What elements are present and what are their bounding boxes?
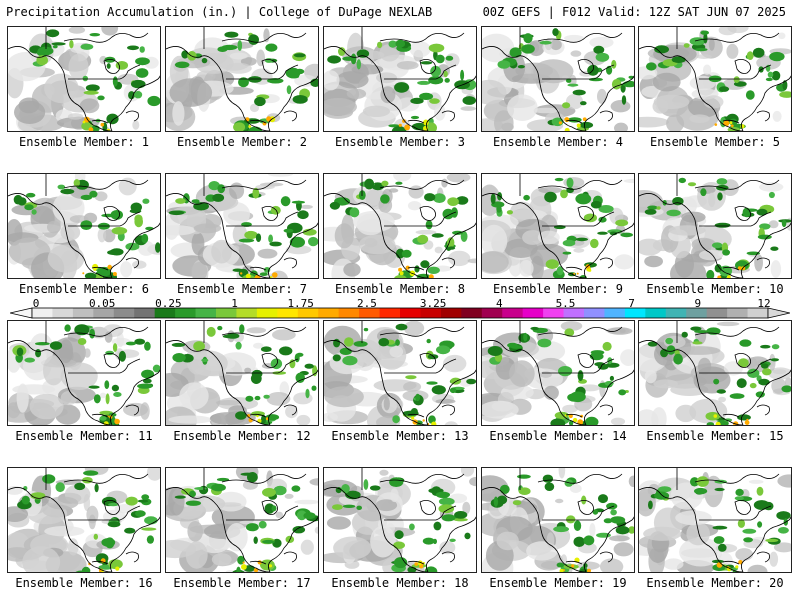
ensemble-member-map — [165, 467, 319, 573]
colorbar-segment — [359, 308, 380, 318]
ensemble-member-map — [165, 320, 319, 426]
ensemble-member-map — [323, 320, 477, 426]
ensemble-member-map — [638, 173, 792, 279]
ensemble-member-map — [7, 320, 161, 426]
colorbar-segment — [747, 308, 769, 318]
ensemble-member-label: Ensemble Member: 1 — [18, 135, 150, 149]
run-info: 00Z GEFS | F012 Valid: 12Z SAT JUN 07 20… — [482, 5, 786, 19]
colorbar-tick-label: 3.25 — [419, 297, 447, 310]
ensemble-member-map — [165, 26, 319, 132]
colorbar-segment — [440, 308, 462, 318]
ensemble-member-label: Ensemble Member: 6 — [18, 282, 150, 296]
colorbar-segment — [522, 308, 544, 318]
colorbar-segment — [420, 308, 442, 318]
colorbar-segment — [93, 308, 115, 318]
colorbar-right-arrow — [767, 307, 790, 319]
ensemble-member-map — [481, 320, 635, 426]
ensemble-member-label: Ensemble Member: 16 — [15, 576, 153, 590]
ensemble-member-label: Ensemble Member: 4 — [492, 135, 624, 149]
ensemble-member-map — [323, 467, 477, 573]
ensemble-member-label: Ensemble Member: 20 — [646, 576, 784, 590]
ensemble-member-map — [7, 467, 161, 573]
colorbar-segment — [216, 308, 237, 318]
colorbar-segment — [134, 308, 156, 318]
ensemble-member-map — [323, 173, 477, 279]
colorbar-segment — [32, 308, 53, 318]
colorbar-segment — [502, 308, 524, 318]
ensemble-member-label: Ensemble Member: 13 — [331, 429, 469, 443]
ensemble-member-label: Ensemble Member: 17 — [173, 576, 311, 590]
ensemble-member-label: Ensemble Member: 18 — [331, 576, 469, 590]
map-title: Precipitation Accumulation (in.) | Colle… — [6, 5, 433, 19]
colorbar-tick-label: 0.05 — [88, 297, 116, 310]
colorbar-tick-label: 2.5 — [356, 297, 377, 310]
colorbar-segment — [154, 308, 176, 318]
colorbar-segment — [297, 308, 319, 318]
colorbar-segment — [338, 308, 360, 318]
colorbar-segment — [113, 308, 135, 318]
ensemble-member-label: Ensemble Member: 14 — [489, 429, 627, 443]
colorbar-segment — [379, 308, 401, 318]
colorbar-tick-label: 4 — [495, 297, 503, 310]
ensemble-member-map — [165, 173, 319, 279]
colorbar-segment — [236, 308, 258, 318]
precipitation-colorbar — [10, 307, 790, 319]
colorbar-tick-label: 0 — [32, 297, 40, 310]
colorbar-segment — [686, 308, 708, 318]
ensemble-member-label: Ensemble Member: 3 — [334, 135, 466, 149]
colorbar-segment — [481, 308, 503, 318]
colorbar-segment — [665, 308, 687, 318]
ensemble-member-map — [638, 320, 792, 426]
colorbar-segment — [256, 308, 278, 318]
ensemble-member-label: Ensemble Member: 7 — [176, 282, 308, 296]
colorbar-segment — [277, 308, 299, 318]
colorbar-left-arrow — [10, 307, 33, 319]
ensemble-member-label: Ensemble Member: 15 — [646, 429, 784, 443]
colorbar-tick-label: 1 — [231, 297, 238, 310]
ensemble-member-label: Ensemble Member: 2 — [176, 135, 308, 149]
ensemble-member-map — [638, 26, 792, 132]
ensemble-member-map — [481, 173, 635, 279]
colorbar-tick-label: 0.25 — [155, 297, 182, 310]
colorbar-tick-label: 7 — [628, 297, 635, 310]
colorbar-segment — [175, 308, 196, 318]
ensemble-member-map — [481, 467, 635, 573]
ensemble-member-label: Ensemble Member: 9 — [492, 282, 624, 296]
ensemble-member-label: Ensemble Member: 5 — [649, 135, 781, 149]
colorbar-segment — [584, 308, 605, 318]
colorbar-segment — [318, 308, 340, 318]
colorbar-tick-label: 12 — [757, 297, 771, 310]
colorbar-segment — [400, 308, 421, 318]
ensemble-member-label: Ensemble Member: 10 — [646, 282, 784, 296]
ensemble-member-label: Ensemble Member: 8 — [334, 282, 466, 296]
ensemble-member-map — [323, 26, 477, 132]
colorbar-tick-label: 9 — [694, 297, 702, 310]
ensemble-member-label: Ensemble Member: 12 — [173, 429, 311, 443]
colorbar-segment — [461, 308, 483, 318]
colorbar-segment — [543, 308, 564, 318]
colorbar-segment — [604, 308, 626, 318]
colorbar-segment — [563, 308, 585, 318]
colorbar-tick-label: 5.5 — [555, 297, 576, 310]
colorbar-segment — [727, 308, 748, 318]
colorbar-segment — [52, 308, 74, 318]
ensemble-member-map — [7, 26, 161, 132]
ensemble-member-label: Ensemble Member: 19 — [489, 576, 627, 590]
colorbar-segment — [195, 308, 217, 318]
colorbar-segment — [624, 308, 646, 318]
colorbar-segment — [706, 308, 728, 318]
colorbar-segment — [645, 308, 667, 318]
ensemble-member-map — [481, 26, 635, 132]
colorbar-segment — [72, 308, 94, 318]
ensemble-member-map — [7, 173, 161, 279]
colorbar-tick-label: 1.75 — [287, 297, 314, 310]
ensemble-member-label: Ensemble Member: 11 — [15, 429, 153, 443]
ensemble-member-map — [638, 467, 792, 573]
